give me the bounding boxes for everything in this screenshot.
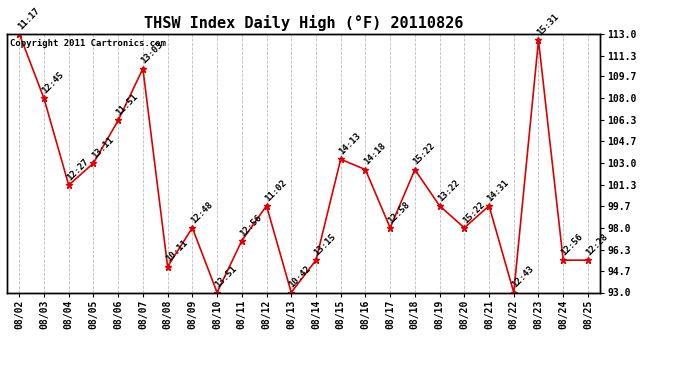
Text: 12:56: 12:56 <box>238 213 264 238</box>
Text: 10:11: 10:11 <box>164 238 189 264</box>
Text: 12:27: 12:27 <box>65 157 90 182</box>
Text: 14:18: 14:18 <box>362 141 387 167</box>
Text: 12:28: 12:28 <box>584 232 610 257</box>
Text: 11:17: 11:17 <box>16 6 41 31</box>
Text: 14:13: 14:13 <box>337 131 362 156</box>
Text: 13:22: 13:22 <box>436 178 462 203</box>
Text: 12:48: 12:48 <box>189 200 214 225</box>
Text: 12:56: 12:56 <box>560 232 585 257</box>
Text: Copyright 2011 Cartronics.com: Copyright 2011 Cartronics.com <box>10 39 166 48</box>
Text: 12:58: 12:58 <box>386 200 412 225</box>
Text: 13:03: 13:03 <box>139 40 165 66</box>
Text: 11:51: 11:51 <box>115 92 140 118</box>
Text: 13:15: 13:15 <box>313 232 337 257</box>
Text: 15:22: 15:22 <box>411 141 437 167</box>
Text: 13:51: 13:51 <box>213 264 239 290</box>
Text: 12:43: 12:43 <box>510 264 535 290</box>
Text: 10:42: 10:42 <box>288 264 313 290</box>
Text: 15:22: 15:22 <box>461 200 486 225</box>
Text: 15:31: 15:31 <box>535 12 560 38</box>
Text: 14:31: 14:31 <box>486 178 511 203</box>
Text: 12:45: 12:45 <box>41 70 66 96</box>
Text: 11:02: 11:02 <box>263 178 288 203</box>
Title: THSW Index Daily High (°F) 20110826: THSW Index Daily High (°F) 20110826 <box>144 15 463 31</box>
Text: 13:11: 13:11 <box>90 135 115 160</box>
